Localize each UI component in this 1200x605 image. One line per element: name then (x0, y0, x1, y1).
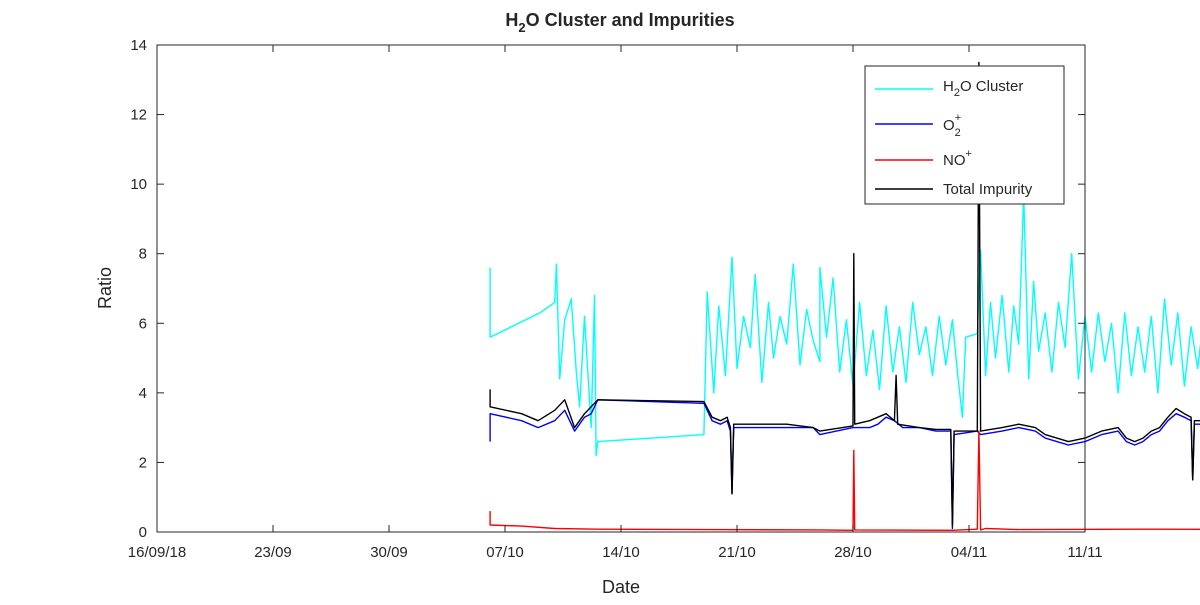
legend-entry-no-plus: NO+ (875, 148, 972, 169)
legend-label-h2o-cluster: H2O Cluster (943, 78, 1023, 99)
series-layer (489, 61, 1200, 531)
y-tick-label: 10 (130, 176, 147, 193)
y-tick-label: 0 (139, 524, 147, 541)
y-tick-label: 12 (130, 107, 147, 124)
x-axis-ticks: 16/09/18 23/09 30/09 07/10 14/10 21/10 28/10 04… (128, 45, 1103, 561)
series-line-total-impurity (489, 61, 1200, 526)
x-tick-label: 23/09 (254, 544, 292, 561)
y-tick-label: 6 (139, 315, 147, 332)
y-tick-label: 8 (139, 246, 147, 263)
x-tick-label: 30/09 (370, 544, 408, 561)
y-axis-label: Ratio (95, 267, 115, 309)
chart-title: H2O Cluster and Impurities (505, 10, 734, 35)
x-tick-label: 16/09/18 (128, 544, 186, 561)
x-tick-label: 07/10 (486, 544, 524, 561)
legend-label-total-impurity: Total Impurity (943, 181, 1033, 198)
legend-entry-o2-plus: O2+ (875, 112, 961, 139)
y-tick-label: 4 (139, 385, 147, 402)
series-line-h2o-cluster (489, 193, 1200, 457)
chart-legend: H2O Cluster O2+ NO+ Total Impurity (864, 65, 1065, 205)
y-tick-label: 2 (139, 454, 147, 471)
y-axis-ticks: 0 2 4 6 8 10 12 14 (130, 37, 1085, 541)
legend-entry-total-impurity: Total Impurity (875, 181, 1033, 198)
legend-label-o2-plus: O2+ (943, 112, 961, 139)
x-tick-label: 28/10 (834, 544, 872, 561)
y-tick-label: 14 (130, 37, 147, 54)
x-tick-label: 21/10 (718, 544, 756, 561)
x-tick-label: 14/10 (602, 544, 640, 561)
x-tick-label: 11/11 (1067, 544, 1102, 561)
legend-entry-h2o-cluster: H2O Cluster (875, 78, 1023, 99)
legend-label-no-plus: NO+ (943, 148, 972, 169)
series-line-no-plus (489, 430, 1200, 531)
x-axis-label: Date (602, 577, 640, 597)
x-tick-label: 04/11 (951, 544, 987, 561)
